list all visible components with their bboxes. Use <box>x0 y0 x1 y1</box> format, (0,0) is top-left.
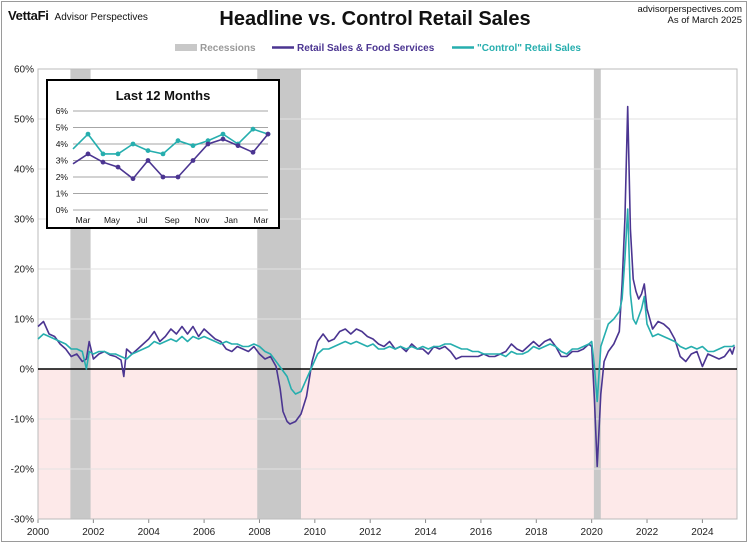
x-tick-label: 2004 <box>138 527 161 538</box>
inset-retail-line <box>72 133 269 180</box>
brand-logo: VettaFi Advisor Perspectives <box>8 8 148 23</box>
inset-control-point <box>175 138 181 144</box>
plot-border <box>37 68 738 520</box>
inset-retail-point <box>220 136 226 142</box>
inset-y-tick-label: 6% <box>56 106 69 116</box>
y-tick-label: 30% <box>14 215 34 226</box>
y-tick-label: -20% <box>11 465 34 476</box>
inset-y-tick-label: 3% <box>56 156 69 166</box>
inset-x-tick-label: Jan <box>224 215 238 225</box>
inset-control-point <box>85 131 91 137</box>
inset-control-line <box>72 128 269 155</box>
inset-retail-point <box>145 158 151 163</box>
control-sales-line <box>37 208 735 403</box>
inset-y-tick-label: 2% <box>56 172 69 182</box>
y-tick-label: 0% <box>20 365 35 376</box>
legend-retail-label: Retail Sales & Food Services <box>297 43 435 54</box>
legend: Recessions Retail Sales & Food Services … <box>175 43 581 54</box>
inset-retail-point <box>205 141 211 147</box>
y-tick-label: 40% <box>14 165 34 176</box>
inset-retail-point <box>130 176 136 182</box>
x-tick-label: 2002 <box>82 527 105 538</box>
inset-retail-point <box>100 159 106 165</box>
inset-title: Last 12 Months <box>116 88 211 103</box>
inset-x-tick-label: May <box>104 215 121 225</box>
inset-control-point <box>115 151 121 157</box>
inset-y-tick-label: 0% <box>56 205 69 215</box>
y-tick-label: -10% <box>11 415 34 426</box>
inset-control-point <box>160 151 166 157</box>
inset-x-tick-label: Nov <box>194 215 210 225</box>
x-tick-label: 2018 <box>525 527 548 538</box>
inset-retail-point <box>250 149 256 155</box>
inset-retail-point <box>190 158 196 163</box>
inset-retail-point <box>235 143 241 149</box>
x-tick-label: 2016 <box>470 527 493 538</box>
inset-control-point <box>130 141 136 147</box>
inset-retail-point <box>115 164 121 170</box>
chart-title: Headline vs. Control Retail Sales <box>219 8 531 30</box>
inset-retail-point <box>175 174 181 180</box>
y-tick-label: 10% <box>14 315 34 326</box>
inset-retail-point <box>160 174 166 180</box>
inset-retail-point <box>85 151 91 157</box>
x-tick-label: 2014 <box>414 527 437 538</box>
inset-control-point <box>190 143 196 149</box>
inset-control-point <box>205 138 211 144</box>
x-tick-label: 2006 <box>193 527 216 538</box>
x-tick-label: 2012 <box>359 527 382 538</box>
legend-control-label: "Control" Retail Sales <box>477 43 581 54</box>
as-of-date: As of March 2025 <box>667 15 742 26</box>
inset-x-tick-label: Jul <box>137 215 148 225</box>
source-note: advisorperspectives.com As of March 2025 <box>637 4 742 26</box>
x-tick-label: 2010 <box>304 527 327 538</box>
inset-y-tick-label: 5% <box>56 123 69 133</box>
legend-recessions-label: Recessions <box>200 43 256 54</box>
inset-chart: Last 12 Months 0% 1% 2% 3% 4% 5% 6% Mar May Jul Sep… <box>46 79 280 229</box>
x-tick-label: 2020 <box>581 527 604 538</box>
inset-control-point <box>250 126 256 132</box>
y-tick-label: 50% <box>14 115 34 126</box>
inset-x-tick-label: Mar <box>76 215 91 225</box>
x-tick-label: 2008 <box>248 527 271 538</box>
x-tick-label: 2022 <box>636 527 659 538</box>
brand-subtitle: Advisor Perspectives <box>54 12 148 23</box>
y-tick-label: 60% <box>14 65 34 76</box>
y-tick-label: -30% <box>11 515 34 526</box>
inset-x-tick-label: Mar <box>254 215 269 225</box>
inset-control-point <box>100 151 106 157</box>
inset-control-point <box>145 148 151 154</box>
inset-y-tick-label: 1% <box>56 189 69 199</box>
source-site: advisorperspectives.com <box>637 4 742 15</box>
x-tick-label: 2024 <box>691 527 714 538</box>
y-tick-label: 20% <box>14 265 34 276</box>
inset-x-tick-label: Sep <box>164 215 179 225</box>
legend-recessions-swatch <box>175 44 197 51</box>
x-tick-label: 2000 <box>27 527 50 538</box>
inset-y-tick-label: 4% <box>56 139 69 149</box>
brand-name: VettaFi <box>8 8 49 23</box>
inset-control-point <box>220 131 226 137</box>
recession-band <box>593 69 601 519</box>
negative-zone <box>38 369 737 519</box>
inset-retail-point <box>265 131 271 137</box>
